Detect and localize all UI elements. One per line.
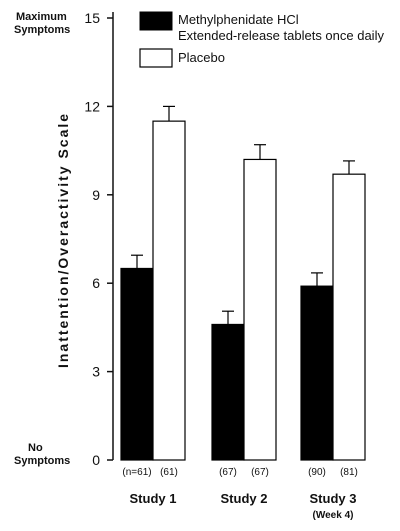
legend-label-methylphenidate-line2: Extended-release tablets once daily (178, 28, 384, 43)
y-max-label-line1: Maximum (16, 11, 67, 23)
bar-placebo-2 (243, 158, 277, 461)
sample-size-label: (67) (219, 467, 237, 478)
bar-placebo-3 (332, 173, 366, 461)
category-label-study-3: Study 3 (310, 491, 357, 506)
y-tick-label: 0 (92, 452, 100, 468)
y-tick-label: 12 (84, 98, 100, 114)
y-axis-title: Inattention/Overactivity Scale (55, 112, 71, 368)
sample-size-label: (90) (308, 467, 326, 478)
y-tick-label: 6 (92, 275, 100, 291)
bar-methylphenidate-3 (300, 285, 334, 461)
category-label-study-2: Study 2 (221, 491, 268, 506)
legend-swatch-placebo (139, 48, 173, 68)
sample-size-label: (61) (160, 467, 178, 478)
sample-size-label: (81) (340, 467, 358, 478)
sample-size-label: (n=61) (122, 467, 151, 478)
y-min-label-line2: Symptoms (14, 455, 70, 467)
bar-placebo-1 (152, 120, 186, 461)
legend-label-methylphenidate-line1: Methylphenidate HCl (178, 12, 299, 27)
legend: Methylphenidate HCl Extended-release tab… (139, 11, 384, 68)
y-min-label-line1: No (28, 442, 43, 454)
legend-label-placebo: Placebo (178, 50, 225, 65)
y-tick-label: 3 (92, 364, 100, 380)
category-sublabel: (Week 4) (313, 510, 354, 521)
y-max-label-line2: Symptoms (14, 24, 70, 36)
bar-methylphenidate-1 (120, 267, 154, 461)
sample-size-label: (67) (251, 467, 269, 478)
y-tick-label: 15 (84, 10, 100, 26)
legend-swatch-methylphenidate (139, 11, 173, 31)
category-label-study-1: Study 1 (130, 491, 177, 506)
y-tick-label: 9 (92, 187, 100, 203)
bar-methylphenidate-2 (211, 323, 245, 461)
